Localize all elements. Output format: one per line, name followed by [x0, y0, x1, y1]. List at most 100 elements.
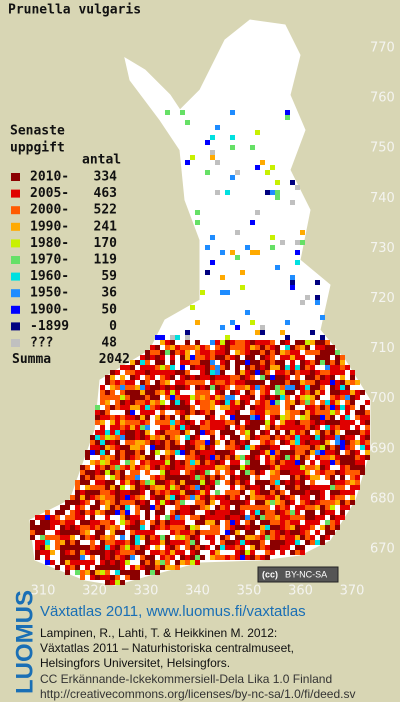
occurrence-square	[255, 365, 260, 370]
occurrence-square	[215, 345, 220, 350]
occurrence-square	[260, 525, 265, 530]
legend-swatch	[11, 272, 20, 281]
occurrence-square	[160, 355, 165, 360]
occurrence-square	[170, 420, 175, 425]
occurrence-square	[345, 390, 350, 395]
occurrence-square	[150, 405, 155, 410]
occurrence-square	[185, 380, 190, 385]
occurrence-square	[365, 400, 370, 405]
occurrence-square	[210, 555, 215, 560]
occurrence-square	[235, 490, 240, 495]
occurrence-square	[180, 550, 185, 555]
occurrence-square	[265, 375, 270, 380]
occurrence-square	[220, 405, 225, 410]
occurrence-square	[315, 295, 320, 300]
legend-swatch	[11, 289, 20, 298]
occurrence-square	[75, 540, 80, 545]
occurrence-square	[170, 500, 175, 505]
occurrence-square	[165, 340, 170, 345]
occurrence-square	[225, 425, 230, 430]
occurrence-square	[175, 470, 180, 475]
occurrence-square	[260, 365, 265, 370]
occurrence-square	[315, 390, 320, 395]
occurrence-square	[330, 480, 335, 485]
occurrence-square	[245, 350, 250, 355]
occurrence-square	[140, 385, 145, 390]
occurrence-square	[155, 345, 160, 350]
occurrence-square	[250, 385, 255, 390]
occurrence-square	[145, 365, 150, 370]
occurrence-square	[180, 460, 185, 465]
occurrence-square	[250, 435, 255, 440]
occurrence-square	[70, 565, 75, 570]
occurrence-square	[180, 355, 185, 360]
occurrence-square	[315, 450, 320, 455]
occurrence-square	[245, 380, 250, 385]
occurrence-square	[125, 520, 130, 525]
occurrence-square	[55, 530, 60, 535]
occurrence-square	[120, 445, 125, 450]
occurrence-square	[230, 175, 235, 180]
occurrence-square	[170, 405, 175, 410]
occurrence-square	[40, 530, 45, 535]
occurrence-square	[265, 450, 270, 455]
occurrence-square	[335, 400, 340, 405]
occurrence-square	[160, 415, 165, 420]
occurrence-square	[135, 575, 140, 580]
occurrence-square	[205, 410, 210, 415]
occurrence-square	[295, 520, 300, 525]
occurrence-square	[125, 460, 130, 465]
occurrence-square	[205, 530, 210, 535]
occurrence-square	[135, 490, 140, 495]
occurrence-square	[275, 360, 280, 365]
occurrence-square	[160, 505, 165, 510]
occurrence-square	[285, 455, 290, 460]
occurrence-square	[205, 490, 210, 495]
occurrence-square	[130, 425, 135, 430]
occurrence-square	[60, 530, 65, 535]
occurrence-square	[125, 390, 130, 395]
occurrence-square	[355, 450, 360, 455]
occurrence-square	[165, 535, 170, 540]
occurrence-square	[225, 555, 230, 560]
occurrence-square	[125, 450, 130, 455]
occurrence-square	[275, 535, 280, 540]
occurrence-square	[145, 440, 150, 445]
occurrence-square	[150, 495, 155, 500]
occurrence-square	[270, 545, 275, 550]
occurrence-square	[295, 515, 300, 520]
occurrence-square	[240, 360, 245, 365]
occurrence-square	[250, 360, 255, 365]
occurrence-square	[95, 430, 100, 435]
occurrence-square	[230, 410, 235, 415]
occurrence-square	[120, 475, 125, 480]
occurrence-square	[210, 360, 215, 365]
occurrence-square	[185, 335, 190, 340]
occurrence-square	[195, 455, 200, 460]
occurrence-square	[190, 435, 195, 440]
occurrence-square	[100, 535, 105, 540]
occurrence-square	[350, 495, 355, 500]
occurrence-square	[325, 450, 330, 455]
occurrence-square	[275, 480, 280, 485]
legend-swatch	[11, 173, 20, 181]
occurrence-square	[70, 495, 75, 500]
occurrence-square	[335, 470, 340, 475]
occurrence-square	[320, 335, 325, 340]
occurrence-square	[355, 425, 360, 430]
occurrence-square	[235, 230, 240, 235]
occurrence-square	[35, 525, 40, 530]
occurrence-square	[155, 385, 160, 390]
occurrence-square	[295, 340, 300, 345]
occurrence-square	[265, 535, 270, 540]
occurrence-square	[175, 475, 180, 480]
occurrence-square	[170, 550, 175, 555]
occurrence-square	[195, 520, 200, 525]
occurrence-square	[155, 520, 160, 525]
occurrence-square	[305, 365, 310, 370]
occurrence-square	[285, 465, 290, 470]
occurrence-square	[270, 500, 275, 505]
occurrence-square	[295, 355, 300, 360]
occurrence-square	[205, 395, 210, 400]
occurrence-square	[200, 430, 205, 435]
